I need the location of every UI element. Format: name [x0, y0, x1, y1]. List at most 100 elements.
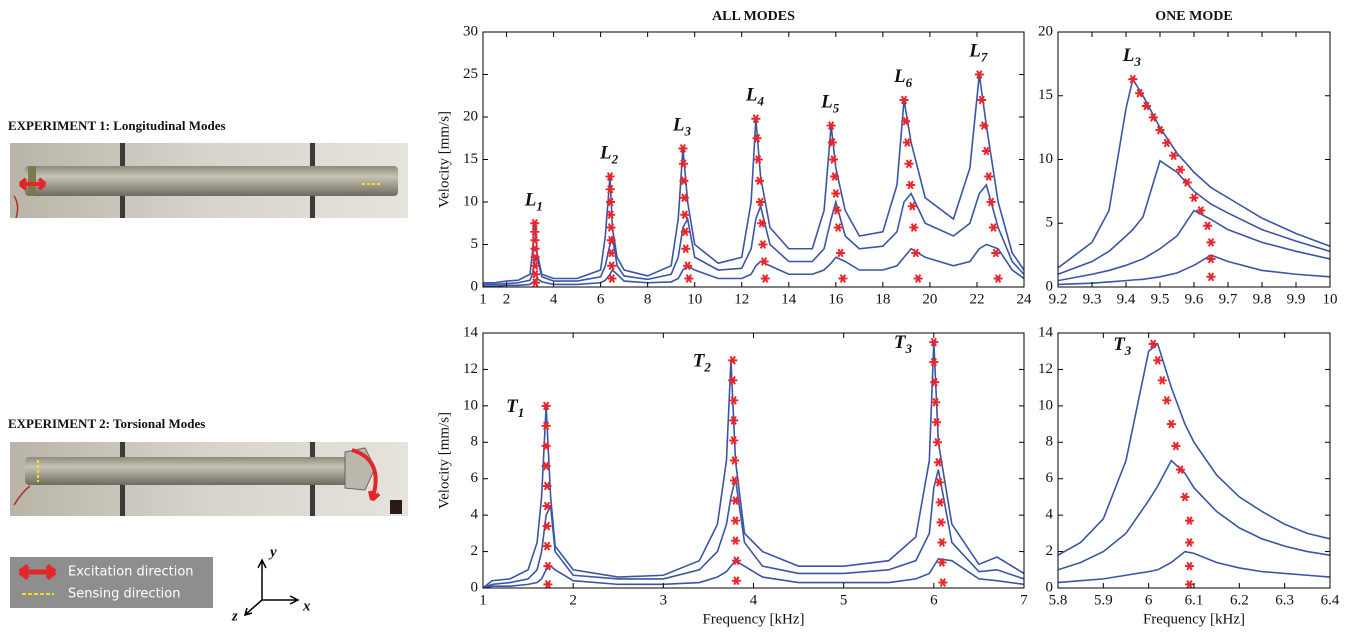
- peak-marker: [542, 501, 552, 511]
- y-tick-label: 10: [1038, 151, 1053, 167]
- response-curve: [1058, 254, 1330, 286]
- peak-marker: [831, 189, 841, 198]
- y-axis-label: Velocity [mm/s]: [436, 412, 452, 509]
- peak-marker: [1196, 206, 1206, 215]
- x-tick-label: 9.4: [1117, 291, 1136, 307]
- y-tick-label: 0: [1046, 278, 1054, 294]
- response-curve: [1058, 159, 1330, 275]
- plot-frame: [1057, 332, 1331, 589]
- peak-marker: [1184, 538, 1194, 547]
- peak-marker: [932, 437, 942, 447]
- peak-marker: [543, 579, 553, 589]
- peak-marker: [1175, 165, 1185, 175]
- x-tick-label: 1: [479, 592, 487, 608]
- mode-label: T3: [894, 332, 913, 356]
- peak-marker: [906, 180, 916, 190]
- peak-marker: [530, 278, 540, 288]
- x-axis-label: Frequency [kHz]: [702, 611, 804, 627]
- y-tick-label: 4: [1046, 507, 1054, 523]
- peak-marker: [731, 556, 741, 566]
- mode-index: 3: [904, 341, 912, 356]
- peak-marker: [932, 417, 942, 427]
- peak-marker: [684, 274, 694, 283]
- mode-letter: T: [894, 332, 907, 353]
- mode-letter: L: [672, 115, 685, 136]
- x-axis-label: Frequency [kHz]: [1143, 611, 1245, 627]
- peak-marker: [1153, 355, 1163, 365]
- mode-letter: T: [1113, 334, 1126, 355]
- x-tick-label: 6: [1145, 592, 1153, 608]
- chart-title: ONE MODE: [1155, 9, 1232, 24]
- peak-marker: [933, 457, 943, 467]
- mode-letter: L: [524, 190, 537, 211]
- mode-letter: L: [1122, 46, 1135, 67]
- peak-marker: [753, 155, 763, 164]
- peak-marker: [683, 261, 693, 271]
- peak-marker: [827, 138, 837, 147]
- mode-index: 3: [1124, 343, 1132, 358]
- mode-label: L2: [599, 143, 619, 167]
- y-tick-label: 20: [463, 108, 478, 124]
- peak-marker: [1175, 465, 1185, 475]
- peak-marker: [542, 541, 552, 551]
- peak-marker: [530, 252, 540, 262]
- peak-marker: [678, 144, 688, 153]
- y-tick-label: 30: [463, 23, 478, 39]
- peak-marker: [730, 536, 740, 546]
- mode-letter: L: [968, 41, 981, 62]
- peak-marker: [937, 538, 947, 547]
- peak-marker: [679, 176, 689, 186]
- chart-title: ALL MODES: [712, 9, 795, 24]
- peak-marker: [606, 248, 616, 258]
- y-tick-label: 15: [463, 151, 478, 167]
- peak-marker: [826, 121, 836, 130]
- y-tick-label: 12: [463, 361, 478, 377]
- y-tick-label: 2: [1046, 543, 1054, 559]
- x-tick-label: 6.3: [1275, 592, 1294, 608]
- peak-marker: [758, 240, 768, 249]
- peak-marker: [679, 193, 689, 203]
- peak-marker: [681, 244, 691, 254]
- mode-letter: L: [599, 143, 612, 164]
- peak-marker: [901, 116, 911, 126]
- y-tick-label: 12: [1038, 361, 1053, 377]
- peak-marker: [1135, 88, 1145, 98]
- peak-marker: [984, 172, 994, 181]
- peak-marker: [1203, 221, 1213, 231]
- mode-label: L3: [1122, 46, 1142, 70]
- legend-label: Sensing direction: [68, 587, 180, 602]
- x-tick-label: 22: [969, 291, 984, 307]
- legend-box: Excitation direction Sensing direction: [10, 557, 213, 608]
- y-tick-label: 20: [1038, 23, 1053, 39]
- peak-marker: [936, 518, 946, 527]
- peak-marker: [1155, 125, 1165, 135]
- peak-marker: [1128, 74, 1138, 84]
- y-tick-label: 0: [1046, 579, 1054, 595]
- response-curve: [483, 243, 1024, 287]
- mode-index: 1: [518, 405, 525, 420]
- peak-marker: [606, 223, 616, 232]
- x-tick-label: 7: [1020, 592, 1028, 608]
- x-tick-label: 9.9: [1287, 291, 1306, 307]
- mode-index: 3: [684, 123, 692, 138]
- peak-marker: [605, 184, 615, 194]
- peak-marker: [729, 416, 739, 425]
- peak-marker: [542, 481, 552, 491]
- y-tick-label: 0: [471, 278, 479, 294]
- peak-marker: [979, 121, 989, 130]
- peak-marker: [730, 476, 740, 485]
- peak-marker: [981, 146, 991, 156]
- peak-marker: [751, 114, 761, 124]
- y-tick-label: 15: [1038, 87, 1053, 103]
- x-tick-label: 3: [660, 592, 668, 608]
- peak-marker: [729, 436, 739, 445]
- peak-marker: [930, 377, 940, 387]
- peak-marker: [606, 210, 616, 220]
- legend-label: Excitation direction: [68, 565, 194, 580]
- y-tick-label: 10: [463, 193, 478, 209]
- peak-marker: [911, 248, 921, 258]
- experiment-2-title: EXPERIMENT 2: Torsional Modes: [8, 416, 205, 431]
- x-tick-label: 20: [922, 291, 937, 307]
- peak-marker: [986, 197, 996, 207]
